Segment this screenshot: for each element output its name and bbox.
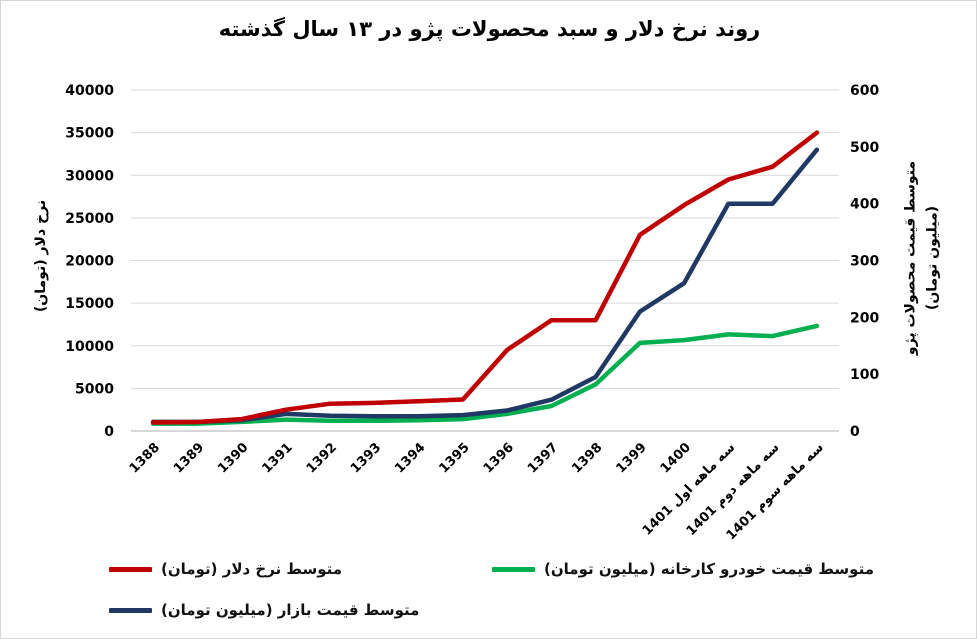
left-axis-tick-label: 20000 [65,254,114,270]
right-axis-title-line2: (میلیون تومان) [925,205,941,311]
right-axis-title-line1: متوسط قیمت محصولات پژو [902,160,919,356]
left-axis-tick-label: 25000 [65,211,114,227]
left-axis-tick-label: 35000 [65,126,114,142]
x-axis-tick-label: 1396 [481,440,517,476]
right-axis-tick-label: 200 [850,310,879,326]
right-axis-title: متوسط قیمت محصولات پژو (میلیون تومان) [900,161,945,355]
x-axis-tick-label: 1397 [525,440,561,476]
x-axis-tick-label: 1393 [348,440,384,476]
right-axis-tick-label: 300 [850,254,879,270]
x-axis-tick-label: 1390 [215,440,251,476]
x-axis-tick-label: 1388 [127,440,163,476]
x-axis-tick-label: 1399 [614,440,650,476]
right-axis-tick-label: 100 [850,367,879,383]
x-axis-tick-label: 1398 [569,440,605,476]
series-line-1 [150,323,820,426]
right-axis-tick-label: 0 [850,424,860,440]
left-axis-tick-label: 5000 [75,381,114,397]
x-axis-tick-label: 1389 [171,440,207,476]
chart-title: روند نرخ دلار و سبد محصولات پژو در ۱۳ سا… [218,17,761,41]
right-axis-tick-label: 600 [850,83,879,99]
left-axis-title: نرخ دلار (تومان) [33,199,49,313]
series-line-0 [150,130,820,425]
series-line-2 [150,147,820,425]
right-axis-tick-label: 500 [850,140,879,156]
left-axis-tick-label: 30000 [65,168,114,184]
x-axis-tick-label: 1395 [437,440,473,476]
left-axis-tick-label: 40000 [65,83,114,99]
x-axis-tick-label: 1394 [392,440,428,476]
x-axis-tick-label: 1400 [658,440,694,476]
left-axis-tick-label: 15000 [65,296,114,312]
x-axis-tick-label: 1392 [304,440,340,476]
x-axis-tick-label: 1391 [260,440,296,476]
right-axis-tick-label: 400 [850,197,879,213]
left-axis-tick-label: 0 [104,424,114,440]
left-axis-tick-label: 10000 [65,339,114,355]
